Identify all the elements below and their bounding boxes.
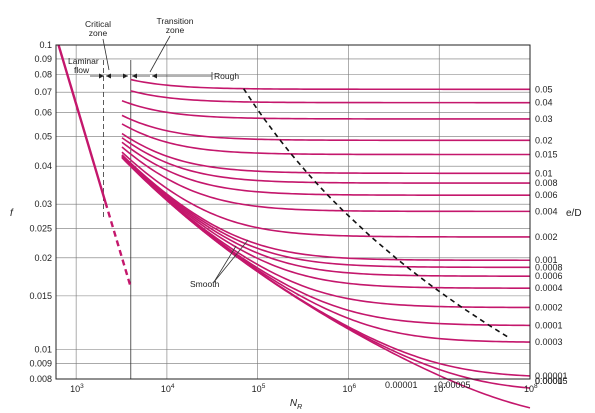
ed-value-label: 0.001 bbox=[535, 255, 558, 265]
ed-value-label: 0.008 bbox=[535, 178, 558, 188]
friction-curves bbox=[57, 44, 531, 409]
ed-curve-0.03 bbox=[121, 99, 530, 120]
transition-leader bbox=[149, 35, 171, 73]
ed-curve-0.02 bbox=[121, 114, 530, 142]
critical-label: Critical zone bbox=[85, 19, 111, 38]
ed-curve-0.002 bbox=[121, 151, 530, 238]
transition-boundary bbox=[242, 88, 510, 339]
laminar-label: Laminar flow bbox=[68, 56, 99, 75]
plot-border bbox=[55, 44, 531, 380]
ed-value-label: 0.05 bbox=[535, 84, 553, 94]
y-tick-label: 0.07 bbox=[34, 87, 52, 97]
ed-curve-0.0004 bbox=[121, 155, 530, 289]
ed-curve-0.006 bbox=[121, 141, 530, 196]
y-tick-label: 0.01 bbox=[34, 344, 52, 354]
ed-curve-0.0002 bbox=[121, 156, 531, 309]
ed-curve-0.0001 bbox=[121, 157, 531, 409]
ed-value-label: 0.002 bbox=[535, 232, 558, 242]
y-tick-label: 0.015 bbox=[29, 291, 52, 301]
smooth-leader-2 bbox=[213, 239, 249, 283]
ed-curve-0.008 bbox=[121, 137, 530, 184]
smooth-leader-1 bbox=[213, 245, 237, 283]
ed-value-label: 0.04 bbox=[535, 98, 553, 108]
y-tick-label: 0.008 bbox=[29, 374, 52, 384]
region-annotations: Laminar flow Critical zone Transition zone … bbox=[68, 16, 249, 289]
x-axis-label: NR bbox=[290, 398, 302, 411]
ed-value-label: 0.004 bbox=[535, 206, 558, 216]
ed-curve-0.01 bbox=[121, 132, 530, 175]
ed-value-label: 0.0001 bbox=[535, 320, 563, 330]
ed-value-label: 0.015 bbox=[535, 150, 558, 160]
y-tick-label: 0.02 bbox=[34, 253, 52, 263]
ed-curve-0.015 bbox=[121, 123, 530, 156]
ed-curve-0.05 bbox=[130, 78, 530, 91]
ed-value-label: 0.0004 bbox=[535, 283, 563, 293]
y-tick-label: 0.05 bbox=[34, 132, 52, 142]
critical-arrowhead-right bbox=[123, 73, 128, 79]
ed-curve-0.001 bbox=[121, 154, 530, 262]
y-tick-label: 0.009 bbox=[29, 358, 52, 368]
laminar-flow-line bbox=[57, 44, 107, 203]
y-tick-label: 0.06 bbox=[34, 108, 52, 118]
rough-arrowhead bbox=[152, 73, 157, 79]
y-axis-label: f bbox=[10, 208, 14, 219]
x-tick-label: 103 bbox=[70, 383, 84, 394]
y-tick-label: 0.08 bbox=[34, 70, 52, 80]
ed-value-label: 0.0001 bbox=[535, 376, 563, 386]
ed-value-label: 0.01 bbox=[535, 168, 553, 178]
ed-value-label: 0.00005 bbox=[535, 376, 568, 386]
laminar-extension-line bbox=[104, 201, 132, 288]
in-plot-ed-label: 0.00005 bbox=[438, 380, 471, 390]
y-tick-label: 0.09 bbox=[34, 54, 52, 64]
x-tick-label: 106 bbox=[342, 383, 356, 394]
x-tick-label: 107 bbox=[433, 383, 447, 394]
smooth-label: Smooth bbox=[190, 279, 220, 289]
ed-value-label: 0.02 bbox=[535, 135, 553, 145]
critical-leader bbox=[102, 38, 110, 71]
ed-curve-0.04 bbox=[130, 90, 530, 104]
ed-value-label: 0.03 bbox=[535, 114, 553, 124]
ed-value-label: 0.0002 bbox=[535, 302, 563, 312]
y-tick-label: 0.03 bbox=[34, 199, 52, 209]
in-plot-ed-label: 0.00001 bbox=[385, 380, 418, 390]
ed-curve-0.0006 bbox=[121, 155, 530, 277]
ed-curve-0.004 bbox=[121, 146, 530, 213]
ed-curve-0.00005 bbox=[121, 157, 531, 389]
x-tick-label: 104 bbox=[161, 383, 175, 394]
x-tick-label: 105 bbox=[252, 383, 266, 394]
y-tick-label: 0.1 bbox=[39, 40, 52, 50]
x-tick-label: 108 bbox=[524, 383, 538, 394]
transition-arrowhead bbox=[132, 73, 137, 79]
ed-value-label: 0.0006 bbox=[535, 271, 563, 281]
rough-label: Rough bbox=[214, 71, 239, 81]
laminar-arrowhead bbox=[99, 73, 104, 79]
critical-arrowhead-left bbox=[106, 73, 111, 79]
ed-value-label: 0.006 bbox=[535, 190, 558, 200]
y-tick-label: 0.025 bbox=[29, 223, 52, 233]
ed-value-label: 0.0003 bbox=[535, 337, 563, 347]
ed-curve-0.0008 bbox=[121, 154, 530, 269]
ed-value-label: 0.00001 bbox=[535, 371, 568, 381]
transition-label: Transition zone bbox=[156, 16, 193, 35]
ed-value-label: 0.0008 bbox=[535, 262, 563, 272]
axis-labels: f NR e/D 0.1 0.09 0.08 0.07 0.06 0.05 0.04 0.03… bbox=[10, 40, 582, 411]
plot-frame bbox=[55, 44, 531, 380]
y-tick-label: 0.04 bbox=[34, 161, 52, 171]
ed-axis-label: e/D bbox=[566, 208, 582, 219]
